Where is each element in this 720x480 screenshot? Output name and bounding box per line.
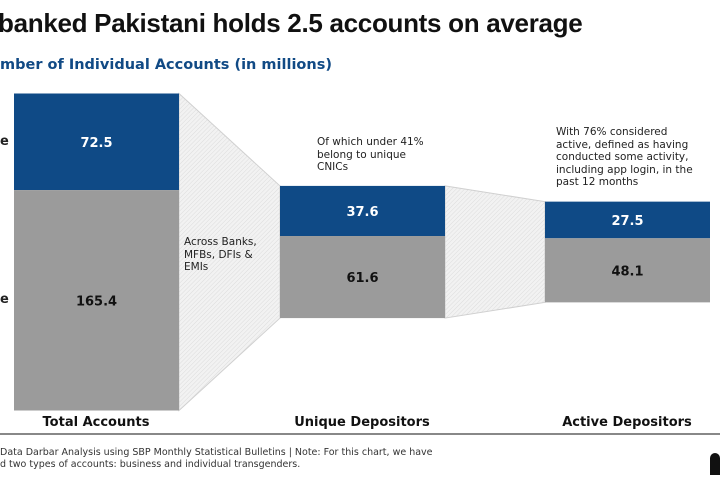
data-label: 48.1 <box>611 264 643 279</box>
chart-subtitle: mber of Individual Accounts (in millions… <box>0 57 332 73</box>
footer-note: d two types of accounts: business and in… <box>0 459 301 470</box>
bar-segment <box>280 236 445 319</box>
category-label-unique: Unique Depositors <box>294 415 430 430</box>
chart-title: banked Pakistani holds 2.5 accounts on a… <box>0 8 583 38</box>
annotation-unique-cnics: Of which under 41% belong to unique CNIC… <box>317 136 424 173</box>
data-label: 37.6 <box>346 205 378 220</box>
funnel-connector <box>444 185 546 319</box>
bar-segment <box>14 190 179 411</box>
data-label: 72.5 <box>80 136 112 151</box>
category-label-active: Active Depositors <box>562 415 692 430</box>
data-label: 165.4 <box>76 294 117 309</box>
data-label: 27.5 <box>611 214 643 229</box>
bar-segment <box>545 238 710 303</box>
legend-label-bottom: e <box>0 292 9 307</box>
bar-segment <box>280 185 445 237</box>
annotation-active: With 76% considered active, defined as h… <box>556 126 693 188</box>
brand-logo-icon <box>710 453 720 475</box>
category-label-total: Total Accounts <box>42 415 150 430</box>
data-label: 61.6 <box>346 271 378 286</box>
bar-segment <box>545 201 710 239</box>
footer-source: Data Darbar Analysis using SBP Monthly S… <box>0 447 433 458</box>
baseline-divider <box>0 433 720 435</box>
legend-label-top: e <box>0 134 9 149</box>
bar-segment <box>14 93 179 191</box>
annotation-across-banks: Across Banks, MFBs, DFIs & EMIs <box>184 236 257 273</box>
